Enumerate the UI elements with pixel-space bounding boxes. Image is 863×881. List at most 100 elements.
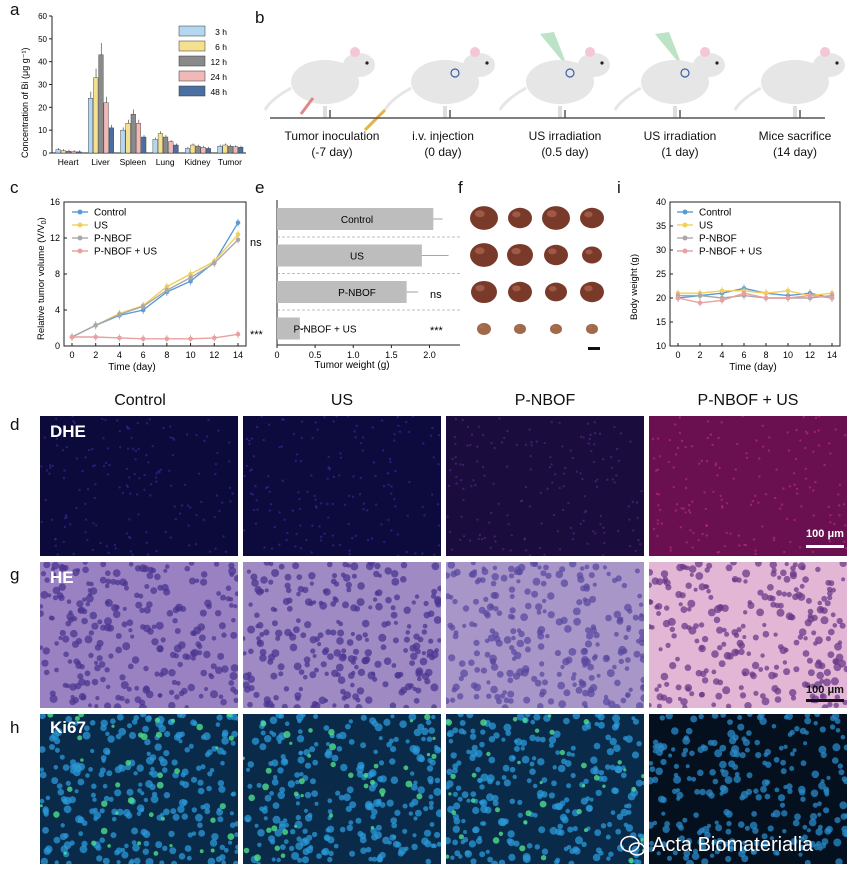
cell-nucleus	[594, 829, 602, 837]
cell-nucleus	[459, 720, 466, 726]
column-title-us: US	[330, 392, 354, 409]
cell-nucleus	[541, 777, 548, 783]
cell-nucleus	[755, 752, 762, 759]
cell-nucleus	[501, 737, 506, 742]
cell-nucleus	[473, 650, 480, 657]
cell-nucleus	[829, 724, 836, 730]
cell-nucleus	[792, 562, 798, 568]
cell-nucleus	[477, 777, 483, 784]
cell-nucleus	[592, 853, 601, 862]
timeline-step: Tumor inoculation (-7 day)	[262, 128, 402, 160]
cell-nucleus	[799, 439, 802, 442]
cell-nucleus	[800, 796, 806, 802]
cell-nucleus	[210, 690, 218, 699]
cell-nucleus	[637, 539, 640, 542]
cell-nucleus	[96, 639, 104, 647]
cell-nucleus	[330, 601, 337, 607]
cell-nucleus	[672, 466, 675, 469]
cell-nucleus	[362, 508, 365, 511]
cell-nucleus	[523, 538, 526, 541]
cell-nucleus	[768, 436, 771, 439]
cell-nucleus	[215, 722, 221, 727]
cell-nucleus	[684, 486, 688, 490]
he-scale-label: 100 μm	[806, 684, 844, 696]
cell-nucleus	[254, 612, 260, 618]
cell-nucleus	[790, 695, 797, 701]
cell-nucleus	[494, 540, 497, 543]
cell-nucleus	[197, 472, 201, 475]
cell-nucleus	[40, 571, 47, 577]
cell-nucleus	[168, 669, 176, 677]
cell-nucleus	[290, 829, 296, 835]
cell-nucleus	[466, 425, 470, 429]
cell-nucleus	[560, 664, 565, 670]
cell-nucleus	[782, 660, 788, 665]
cell-nucleus	[628, 518, 631, 521]
cell-nucleus	[82, 566, 89, 574]
cell-nucleus	[538, 826, 546, 834]
cell-nucleus	[530, 719, 536, 725]
cell-nucleus	[742, 671, 747, 677]
cell-nucleus	[295, 779, 300, 785]
cell-nucleus	[561, 816, 569, 824]
ki67-positive-cell	[307, 754, 312, 758]
cell-nucleus	[509, 766, 516, 773]
cell-nucleus	[114, 604, 120, 610]
cell-nucleus	[390, 776, 399, 784]
cell-nucleus	[234, 591, 238, 597]
cell-nucleus	[812, 450, 815, 453]
cell-nucleus	[553, 473, 557, 476]
cell-nucleus	[688, 503, 691, 507]
cell-nucleus	[606, 478, 609, 481]
cell-nucleus	[721, 604, 729, 612]
cell-nucleus	[804, 859, 811, 864]
cell-nucleus	[780, 768, 787, 775]
cell-nucleus	[87, 448, 91, 452]
cell-nucleus	[252, 508, 256, 512]
cell-nucleus	[40, 798, 45, 804]
cell-nucleus	[762, 445, 765, 448]
cell-nucleus	[99, 837, 105, 843]
cell-nucleus	[518, 630, 525, 638]
cell-nucleus	[575, 470, 578, 473]
cell-nucleus	[102, 437, 105, 440]
cell-nucleus	[430, 593, 437, 599]
cell-nucleus	[812, 802, 818, 808]
cell-nucleus	[460, 669, 468, 678]
cell-nucleus	[785, 517, 789, 521]
cell-nucleus	[812, 514, 815, 517]
i-xtick-label: 6	[741, 350, 746, 360]
wechat-icon	[620, 835, 646, 856]
cell-nucleus	[150, 795, 159, 804]
cell-nucleus	[813, 681, 822, 690]
cell-nucleus	[738, 685, 744, 691]
cell-nucleus	[672, 850, 678, 856]
cell-nucleus	[278, 823, 286, 831]
cell-nucleus	[454, 455, 457, 459]
cell-nucleus	[570, 752, 575, 757]
ki67-positive-cell	[426, 752, 431, 757]
ki67-positive-cell	[409, 719, 413, 723]
cell-nucleus	[709, 853, 715, 858]
cell-nucleus	[657, 504, 660, 507]
cell-nucleus	[678, 431, 682, 435]
cell-nucleus	[649, 582, 652, 588]
c-legend-marker	[77, 222, 83, 228]
cell-nucleus	[462, 487, 465, 491]
cell-nucleus	[62, 764, 70, 771]
cell-nucleus	[186, 504, 190, 507]
cell-nucleus	[197, 650, 203, 656]
cell-nucleus	[94, 483, 97, 486]
cell-nucleus	[296, 574, 303, 580]
cell-nucleus	[437, 585, 441, 592]
cell-nucleus	[191, 807, 197, 813]
cell-nucleus	[486, 603, 495, 611]
a-bar	[60, 150, 66, 154]
cell-nucleus	[769, 562, 777, 569]
cell-nucleus	[685, 838, 693, 845]
cell-nucleus	[785, 612, 794, 620]
cell-nucleus	[778, 602, 784, 609]
cell-nucleus	[56, 783, 63, 789]
cell-nucleus	[572, 607, 581, 616]
cell-nucleus	[679, 526, 682, 529]
